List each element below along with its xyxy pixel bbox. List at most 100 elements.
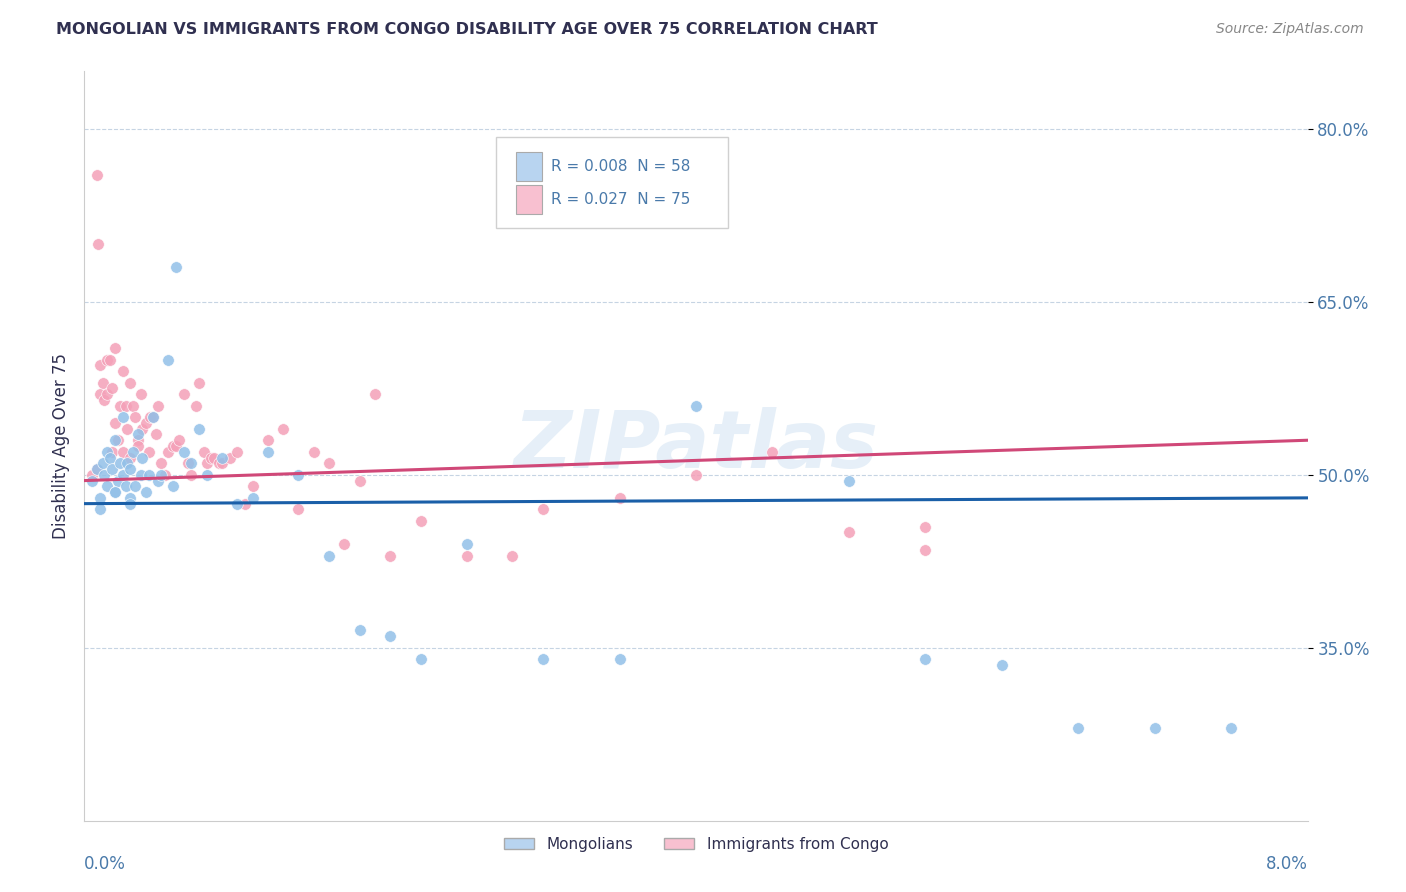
- Point: [502, 549, 524, 563]
- Point: [257, 434, 280, 448]
- Point: [456, 549, 478, 563]
- Point: [914, 519, 936, 533]
- Point: [111, 467, 134, 482]
- Point: [127, 434, 149, 448]
- Point: [226, 497, 249, 511]
- Point: [193, 444, 215, 458]
- Text: R = 0.008  N = 58: R = 0.008 N = 58: [551, 159, 690, 174]
- Point: [165, 260, 187, 275]
- Point: [242, 479, 264, 493]
- Point: [838, 525, 860, 540]
- Point: [287, 502, 309, 516]
- Point: [218, 450, 240, 465]
- Point: [111, 364, 134, 378]
- Point: [195, 467, 218, 482]
- Text: Source: ZipAtlas.com: Source: ZipAtlas.com: [1216, 22, 1364, 37]
- Point: [80, 467, 103, 482]
- Point: [120, 497, 142, 511]
- Point: [271, 422, 294, 436]
- Point: [146, 399, 169, 413]
- Point: [349, 624, 371, 638]
- Point: [165, 439, 187, 453]
- Point: [122, 444, 145, 458]
- Point: [101, 462, 124, 476]
- Point: [188, 376, 211, 390]
- Point: [211, 450, 233, 465]
- Point: [380, 629, 402, 643]
- Point: [96, 387, 118, 401]
- Point: [138, 444, 160, 458]
- Point: [131, 422, 153, 436]
- Point: [257, 444, 280, 458]
- Text: 8.0%: 8.0%: [1265, 855, 1308, 873]
- Point: [838, 474, 860, 488]
- Point: [173, 387, 195, 401]
- Point: [89, 491, 111, 505]
- Point: [98, 450, 121, 465]
- Point: [149, 456, 172, 470]
- Point: [142, 410, 165, 425]
- Point: [91, 456, 114, 470]
- Point: [162, 479, 184, 493]
- Point: [318, 549, 340, 563]
- Point: [96, 444, 118, 458]
- Point: [211, 456, 233, 470]
- Point: [409, 652, 432, 666]
- Point: [114, 399, 136, 413]
- Point: [104, 485, 127, 500]
- Point: [89, 359, 111, 373]
- Point: [107, 474, 129, 488]
- Point: [111, 444, 134, 458]
- Point: [104, 416, 127, 430]
- Point: [1220, 722, 1243, 736]
- Y-axis label: Disability Age Over 75: Disability Age Over 75: [52, 353, 70, 539]
- Point: [287, 467, 309, 482]
- Point: [108, 399, 131, 413]
- Point: [761, 444, 783, 458]
- Point: [302, 444, 325, 458]
- Point: [380, 549, 402, 563]
- Point: [135, 416, 157, 430]
- Point: [96, 479, 118, 493]
- Point: [1067, 722, 1090, 736]
- Point: [914, 542, 936, 557]
- Point: [87, 237, 110, 252]
- Point: [146, 474, 169, 488]
- Point: [122, 399, 145, 413]
- Point: [114, 479, 136, 493]
- Point: [157, 444, 180, 458]
- Point: [93, 467, 115, 482]
- Point: [195, 456, 218, 470]
- Text: R = 0.027  N = 75: R = 0.027 N = 75: [551, 192, 690, 207]
- Point: [104, 341, 127, 355]
- Point: [120, 376, 142, 390]
- Point: [127, 427, 149, 442]
- Point: [180, 456, 202, 470]
- Point: [155, 467, 177, 482]
- Point: [202, 450, 225, 465]
- Point: [531, 502, 554, 516]
- Point: [409, 514, 432, 528]
- Point: [914, 652, 936, 666]
- Point: [96, 352, 118, 367]
- Point: [93, 392, 115, 407]
- Point: [124, 410, 146, 425]
- Point: [200, 450, 222, 465]
- Point: [167, 434, 190, 448]
- Point: [107, 434, 129, 448]
- Point: [86, 462, 108, 476]
- Point: [120, 450, 142, 465]
- Point: [127, 439, 149, 453]
- Point: [80, 474, 103, 488]
- Point: [89, 502, 111, 516]
- Point: [364, 387, 387, 401]
- Point: [86, 462, 108, 476]
- Point: [138, 467, 160, 482]
- Point: [145, 427, 167, 442]
- Point: [184, 399, 207, 413]
- Point: [139, 410, 162, 425]
- Point: [98, 352, 121, 367]
- Point: [318, 456, 340, 470]
- Point: [208, 456, 231, 470]
- Point: [115, 456, 138, 470]
